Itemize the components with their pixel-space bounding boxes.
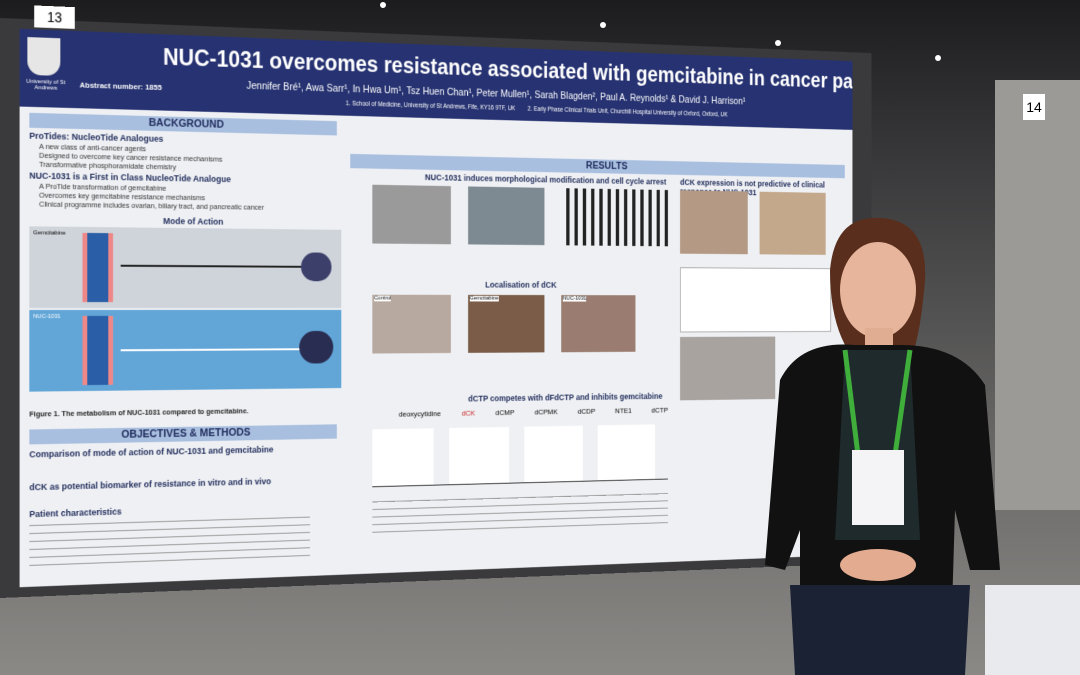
pathway-step: deoxycytidine (399, 409, 441, 418)
ceiling-light (935, 55, 941, 61)
logo (27, 37, 60, 76)
poster-board: 13 University of St Andrews Abstract num… (0, 18, 871, 598)
ceiling-light (380, 2, 386, 8)
arrow (121, 348, 306, 351)
subheading: Patient characteristics (29, 507, 121, 520)
person (760, 210, 1020, 675)
cell-icon (299, 331, 333, 364)
figure-panel: Gemcitabine (29, 226, 341, 308)
abstract-number: Abstract number: 1855 (80, 81, 162, 92)
subheading: dCTP competes with dFdCTP and inhibits g… (468, 392, 662, 404)
badge (852, 450, 904, 525)
board-number: 14 (1023, 94, 1045, 120)
poster: University of St Andrews Abstract number… (20, 29, 853, 587)
membrane (82, 316, 113, 385)
curve-figures (372, 424, 668, 487)
pathway: deoxycytidine dCK dCMP dCPMK dCDP NTE1 d… (399, 406, 668, 419)
pathway-step: dCTP (651, 406, 668, 414)
bullet: Clinical programme includes ovarian, bil… (39, 200, 264, 212)
figure-label: NUC-1031 (33, 314, 60, 320)
panel-label: Control (374, 296, 391, 302)
photo: 14 13 University of St Andrews Abstract … (0, 0, 1080, 675)
cell-icon (301, 252, 332, 281)
bullet: Transformative phosphoramidate chemistry (39, 160, 176, 172)
subheading: dCK as potential biomarker of resistance… (29, 476, 271, 492)
ceiling-light (775, 40, 781, 46)
handout (985, 585, 1080, 675)
pathway-step: NTE1 (615, 407, 632, 415)
poster-header: University of St Andrews Abstract number… (20, 29, 853, 130)
subheading: Localisation of dCK (485, 280, 556, 290)
board-number: 13 (34, 5, 75, 28)
body-text (372, 489, 668, 535)
affiliation: 2. Early Phase Clinical Trials Unit, Chu… (528, 106, 728, 118)
subheading: Comparison of mode of action of NUC-1031… (29, 445, 273, 460)
figure-heading: Mode of Action (163, 216, 223, 226)
pathway-step: dCK (462, 409, 475, 418)
bar-figure (561, 188, 668, 246)
micrograph: Control (372, 295, 451, 354)
membrane (82, 233, 113, 302)
face (840, 242, 916, 338)
arrow (121, 265, 306, 268)
micrograph: Gemcitabine (468, 295, 544, 353)
logo-text: University of St Andrews (23, 79, 68, 92)
jeans (790, 585, 970, 675)
body-text (29, 513, 310, 571)
pathway-step: dCMP (495, 408, 514, 417)
figure-caption: Figure 1. The metabolism of NUC-1031 com… (29, 406, 248, 418)
pathway-step: dCPMK (535, 408, 558, 417)
section-heading: OBJECTIVES & METHODS (29, 424, 337, 444)
micrograph (468, 186, 544, 245)
affiliation: 1. School of Medicine, University of St … (346, 100, 516, 112)
micrograph: NUC-1031 (561, 295, 635, 352)
panel-label: Gemcitabine (470, 296, 499, 302)
subheading: NUC-1031 induces morphological modificat… (425, 172, 666, 186)
micrograph (372, 185, 451, 245)
panel-label: NUC-1031 (563, 296, 587, 302)
figure-panel: NUC-1031 (29, 310, 341, 392)
pathway-step: dCDP (578, 407, 596, 416)
hands (840, 549, 916, 581)
ceiling-light (600, 22, 606, 28)
histology (680, 190, 748, 254)
figure-label: Gemcitabine (33, 230, 66, 236)
